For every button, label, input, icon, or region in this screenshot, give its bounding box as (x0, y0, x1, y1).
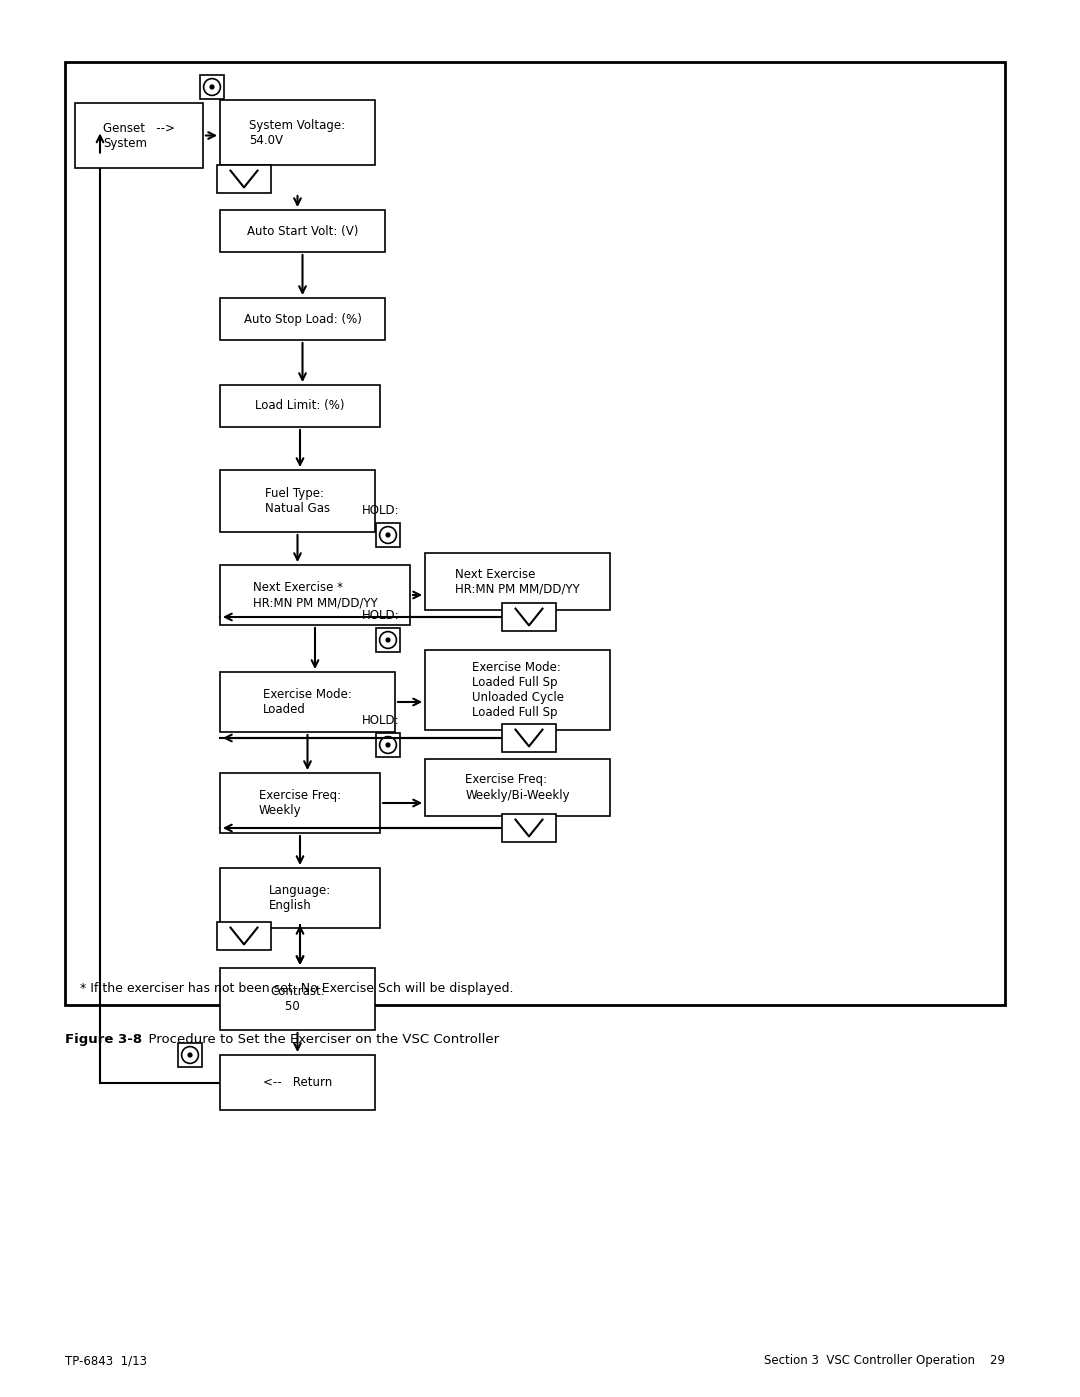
Text: Exercise Freq:
Weekly: Exercise Freq: Weekly (259, 789, 341, 817)
Bar (220, 672, 395, 732)
Bar (426, 650, 610, 731)
Text: Exercise Mode:
Loaded Full Sp
Unloaded Cycle
Loaded Full Sp: Exercise Mode: Loaded Full Sp Unloaded C… (472, 661, 564, 719)
Bar (220, 101, 375, 165)
Bar (220, 564, 410, 624)
Text: <--   Return: <-- Return (262, 1076, 333, 1090)
Text: HOLD:: HOLD: (362, 504, 400, 517)
Bar (376, 629, 400, 652)
Bar (376, 522, 400, 548)
Text: Procedure to Set the Exerciser on the VSC Controller: Procedure to Set the Exerciser on the VS… (140, 1032, 499, 1046)
Text: Load Limit: (%): Load Limit: (%) (255, 400, 345, 412)
Bar (220, 868, 380, 928)
Text: Genset   -->
System: Genset --> System (103, 122, 175, 149)
Text: Language:
English: Language: English (269, 884, 332, 912)
Circle shape (211, 85, 214, 89)
Bar (220, 298, 384, 339)
Circle shape (386, 638, 390, 641)
Text: TP-6843  1/13: TP-6843 1/13 (65, 1354, 147, 1368)
Text: * If the exerciser has not been set, No Exercise Sch will be displayed.: * If the exerciser has not been set, No … (80, 982, 513, 995)
Text: Figure 3-8: Figure 3-8 (65, 1032, 143, 1046)
Bar (220, 210, 384, 251)
Bar (220, 469, 375, 532)
Text: Exercise Mode:
Loaded: Exercise Mode: Loaded (264, 687, 352, 717)
Bar (75, 103, 203, 168)
Bar (220, 968, 375, 1030)
Bar (220, 386, 380, 427)
Text: Next Exercise
HR:MN PM MM/DD/YY: Next Exercise HR:MN PM MM/DD/YY (455, 567, 580, 595)
Bar (217, 922, 271, 950)
Bar (220, 773, 380, 833)
Text: Fuel Type:
Natual Gas: Fuel Type: Natual Gas (265, 488, 330, 515)
Text: HOLD:: HOLD: (362, 714, 400, 726)
Bar (426, 759, 610, 816)
Bar (376, 733, 400, 757)
Bar (502, 814, 556, 842)
Circle shape (188, 1053, 192, 1058)
Bar (217, 165, 271, 193)
Text: HOLD:: HOLD: (362, 609, 400, 622)
Text: Auto Start Volt: (V): Auto Start Volt: (V) (247, 225, 359, 237)
Bar (200, 75, 224, 99)
Bar (65, 61, 1005, 1004)
Text: Section 3  VSC Controller Operation    29: Section 3 VSC Controller Operation 29 (764, 1354, 1005, 1368)
Bar (502, 604, 556, 631)
Circle shape (386, 534, 390, 536)
Text: Auto Stop Load: (%): Auto Stop Load: (%) (244, 313, 362, 326)
Text: Contrast:
    50: Contrast: 50 (270, 985, 325, 1013)
Circle shape (386, 743, 390, 747)
Bar (178, 1044, 202, 1067)
Text: System Voltage:
54.0V: System Voltage: 54.0V (249, 119, 346, 147)
Text: Next Exercise *
HR:MN PM MM/DD/YY: Next Exercise * HR:MN PM MM/DD/YY (253, 581, 377, 609)
Bar (220, 1055, 375, 1111)
Text: Exercise Freq:
Weekly/Bi-Weekly: Exercise Freq: Weekly/Bi-Weekly (465, 774, 570, 802)
Bar (426, 553, 610, 610)
Bar (502, 724, 556, 752)
